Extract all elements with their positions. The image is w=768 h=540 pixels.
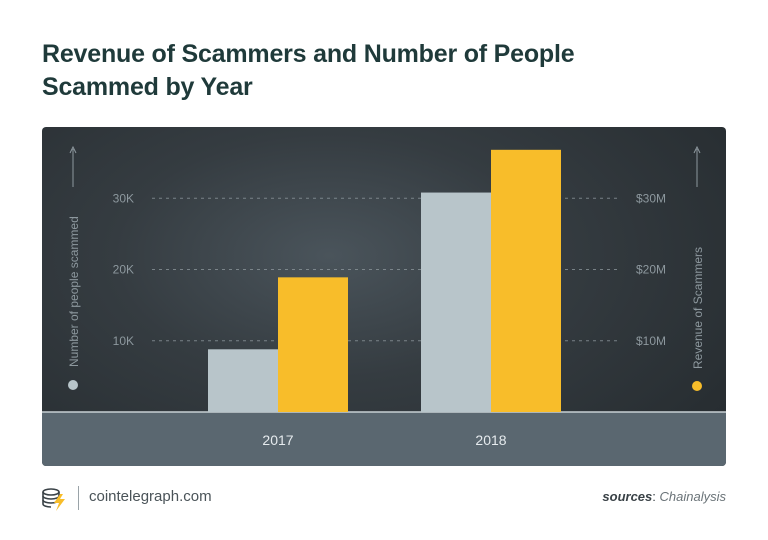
- cointelegraph-logo-icon: [42, 488, 65, 511]
- bar-revenue: [278, 277, 348, 412]
- x-axis-band: [42, 412, 726, 466]
- right-axis-arrowhead: [693, 145, 701, 154]
- right-axis-title: Revenue of Scammers: [691, 247, 705, 369]
- sources-label: sources: [602, 489, 653, 504]
- site-url[interactable]: cointelegraph.com: [89, 488, 212, 505]
- bar-revenue: [491, 149, 561, 413]
- sources-note: sources: Chainalysis: [602, 489, 726, 504]
- left-axis-arrowhead: [69, 145, 77, 154]
- chart-panel: 10K $10M 20K $20M 30K $30M 2017 2018 Number of p…: [42, 127, 726, 466]
- y-tick-label-right: $20M: [636, 263, 666, 277]
- legend-dot-revenue: [692, 381, 702, 391]
- y-tick-label-left: 10K: [113, 334, 134, 348]
- chart-title: Revenue of Scammers and Number of People…: [42, 40, 575, 101]
- left-axis-title: Number of people scammed: [67, 216, 81, 367]
- y-tick-label-right: $10M: [636, 334, 666, 348]
- sources-colon: :: [652, 489, 660, 504]
- y-tick-label-right: $30M: [636, 191, 666, 205]
- bar-people-scammed: [421, 192, 491, 412]
- y-tick-label-left: 20K: [113, 263, 134, 277]
- y-tick-label-left: 30K: [113, 191, 134, 205]
- sources-value: Chainalysis: [659, 489, 726, 504]
- footer-separator: [78, 486, 79, 510]
- legend-dot-people: [68, 380, 78, 390]
- x-tick-label: 2017: [262, 432, 293, 448]
- bar-chart: 10K $10M 20K $20M 30K $30M 2017 2018 Number of p…: [42, 145, 726, 448]
- x-tick-label: 2018: [475, 432, 506, 448]
- bar-people-scammed: [208, 349, 278, 412]
